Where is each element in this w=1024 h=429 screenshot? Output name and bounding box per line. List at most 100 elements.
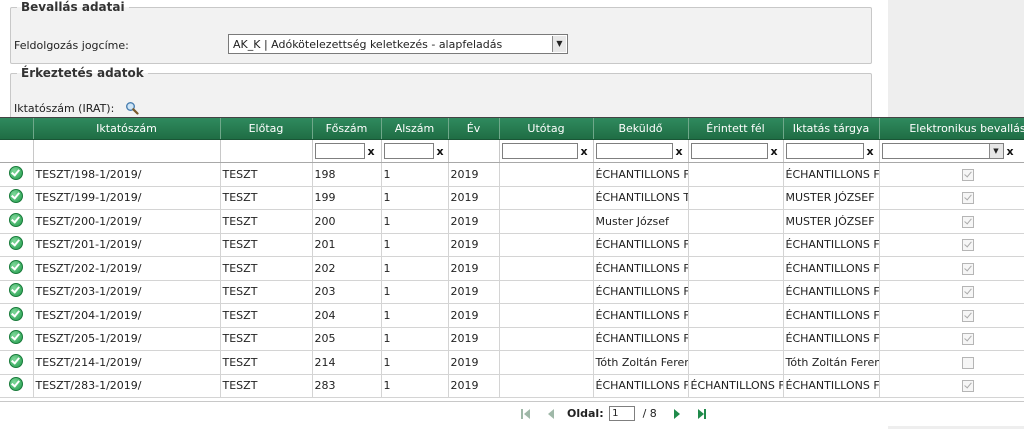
elektronikus-checkbox xyxy=(961,380,974,393)
col-header-foszam[interactable]: Főszám xyxy=(312,118,382,140)
cell-ev: 2019 xyxy=(448,374,500,398)
cell-bekuldo: ÉCHANTILLONS F xyxy=(593,280,689,304)
page-total: / 8 xyxy=(642,407,657,420)
cell-alszam: 1 xyxy=(381,256,449,281)
cell-elektronikus xyxy=(879,374,1024,398)
feldolgozas-select[interactable]: AK_K | Adókötelezettség keletkezés - ala… xyxy=(228,34,568,54)
cell-ev: 2019 xyxy=(448,350,500,375)
table-row[interactable]: TESZT/205-1/2019/TESZT 205 1 2019 ÉCHANTILLO… xyxy=(0,327,1024,351)
results-grid: Iktatószám Előtag Főszám Alszám Év Utóta… xyxy=(0,117,1024,426)
cell-utotag xyxy=(499,256,594,281)
targy-filter-clear-button[interactable]: x xyxy=(866,144,874,158)
cell-alszam: 1 xyxy=(381,374,449,398)
utotag-filter-input[interactable] xyxy=(501,143,578,159)
cell-utotag xyxy=(499,350,594,375)
cell-iktatoszam: TESZT/199-1/2019/ xyxy=(33,186,221,210)
col-header-ev[interactable]: Év xyxy=(448,118,500,140)
filter-cell-empty xyxy=(220,139,313,163)
cell-targy: ÉCHANTILLONS F xyxy=(783,256,880,281)
table-row[interactable]: TESZT/283-1/2019/TESZT 283 1 2019 ÉCHANTILLO… xyxy=(0,374,1024,398)
chevron-down-icon[interactable]: ▼ xyxy=(988,144,1003,158)
alszam-filter-input[interactable] xyxy=(383,143,434,159)
cell-foszam: 201 xyxy=(312,233,382,257)
elektronikus-checkbox xyxy=(961,262,974,275)
magnifier-icon[interactable] xyxy=(125,101,139,115)
cell-foszam: 205 xyxy=(312,327,382,351)
elektronikus-checkbox xyxy=(961,215,974,228)
cell-iktatoszam: TESZT/201-1/2019/ xyxy=(33,233,221,257)
first-page-icon[interactable] xyxy=(520,407,534,421)
col-header-utotag[interactable]: Utótag xyxy=(499,118,594,140)
erintett-filter-input[interactable] xyxy=(690,143,768,159)
check-circle-icon xyxy=(9,283,24,298)
elektronikus-checkbox xyxy=(961,192,974,205)
bekuldo-filter-input[interactable] xyxy=(595,143,673,159)
prev-page-icon[interactable] xyxy=(544,407,558,421)
table-row[interactable]: TESZT/198-1/2019/TESZT 198 1 2019 ÉCHANTILLO… xyxy=(0,162,1024,187)
foszam-filter-clear-button[interactable]: x xyxy=(367,144,375,158)
next-page-icon[interactable] xyxy=(670,407,684,421)
cell-elektronikus xyxy=(879,256,1024,281)
cell-targy: ÉCHANTILLONS F xyxy=(783,162,880,187)
erintett-filter-clear-button[interactable]: x xyxy=(770,144,778,158)
cell-targy: Tóth Zoltán Feren xyxy=(783,350,880,375)
elektronikus-checkbox xyxy=(961,168,974,181)
col-header-bekuldo[interactable]: Beküldő xyxy=(593,118,689,140)
cell-alszam: 1 xyxy=(381,186,449,210)
col-header-status[interactable] xyxy=(0,118,34,140)
cell-targy: ÉCHANTILLONS F xyxy=(783,233,880,257)
iktatoszam-label: Iktatószám (IRAT): xyxy=(14,102,115,115)
col-header-iktatoszam[interactable]: Iktatószám xyxy=(33,118,221,140)
chevron-down-icon[interactable]: ▼ xyxy=(552,36,566,52)
cell-iktatoszam: TESZT/204-1/2019/ xyxy=(33,303,221,328)
status-cell xyxy=(0,280,34,304)
table-row[interactable]: TESZT/202-1/2019/TESZT 202 1 2019 ÉCHANTILLO… xyxy=(0,256,1024,281)
cell-foszam: 214 xyxy=(312,350,382,375)
status-cell xyxy=(0,162,34,187)
cell-utotag xyxy=(499,374,594,398)
cell-utotag xyxy=(499,162,594,187)
foszam-filter-input[interactable] xyxy=(314,143,365,159)
cell-elotag: TESZT xyxy=(220,280,313,304)
table-row[interactable]: TESZT/204-1/2019/TESZT 204 1 2019 ÉCHANTILLO… xyxy=(0,303,1024,328)
cell-bekuldo: Muster József xyxy=(593,209,689,234)
elektronikus-filter-select[interactable]: ▼ xyxy=(881,143,1004,159)
cell-targy: ÉCHANTILLONS F xyxy=(783,374,880,398)
table-row[interactable]: TESZT/201-1/2019/TESZT 201 1 2019 ÉCHANTILLO… xyxy=(0,233,1024,257)
col-header-iktatas-targya[interactable]: Iktatás tárgya xyxy=(783,118,880,140)
targy-filter-input[interactable] xyxy=(785,143,864,159)
cell-iktatoszam: TESZT/198-1/2019/ xyxy=(33,162,221,187)
cell-erintett xyxy=(688,280,784,304)
table-row[interactable]: TESZT/200-1/2019/TESZT 200 1 2019 Muster Józ… xyxy=(0,209,1024,234)
cell-erintett xyxy=(688,327,784,351)
cell-bekuldo: ÉCHANTILLONS F xyxy=(593,233,689,257)
cell-elotag: TESZT xyxy=(220,374,313,398)
cell-iktatoszam: TESZT/214-1/2019/ xyxy=(33,350,221,375)
status-cell xyxy=(0,303,34,328)
cell-targy: MUSTER JÓZSEF ( xyxy=(783,186,880,210)
elektronikus-filter-clear-button[interactable]: x xyxy=(1006,144,1014,158)
check-circle-icon xyxy=(9,259,24,274)
page-number-input[interactable]: 1 xyxy=(609,406,636,421)
col-header-elektronikus-bevallas[interactable]: Elektronikus bevallás xyxy=(879,118,1024,140)
cell-elektronikus xyxy=(879,303,1024,328)
col-header-elotag[interactable]: Előtag xyxy=(220,118,313,140)
utotag-filter-clear-button[interactable]: x xyxy=(580,144,588,158)
cell-foszam: 198 xyxy=(312,162,382,187)
cell-foszam: 283 xyxy=(312,374,382,398)
last-page-icon[interactable] xyxy=(694,407,708,421)
table-row[interactable]: TESZT/199-1/2019/TESZT 199 1 2019 ÉCHANTILLO… xyxy=(0,186,1024,210)
cell-iktatoszam: TESZT/283-1/2019/ xyxy=(33,374,221,398)
bekuldo-filter-clear-button[interactable]: x xyxy=(675,144,683,158)
check-circle-icon xyxy=(9,306,24,321)
col-header-erintett-fel[interactable]: Érintett fél xyxy=(688,118,784,140)
check-circle-icon xyxy=(9,212,24,227)
col-header-alszam[interactable]: Alszám xyxy=(381,118,449,140)
cell-elektronikus xyxy=(879,233,1024,257)
table-row[interactable]: TESZT/203-1/2019/TESZT 203 1 2019 ÉCHANTILLO… xyxy=(0,280,1024,304)
cell-elotag: TESZT xyxy=(220,233,313,257)
cell-alszam: 1 xyxy=(381,327,449,351)
table-row[interactable]: TESZT/214-1/2019/TESZT 214 1 2019 Tóth Zoltá… xyxy=(0,350,1024,375)
alszam-filter-clear-button[interactable]: x xyxy=(436,144,444,158)
cell-erintett xyxy=(688,233,784,257)
